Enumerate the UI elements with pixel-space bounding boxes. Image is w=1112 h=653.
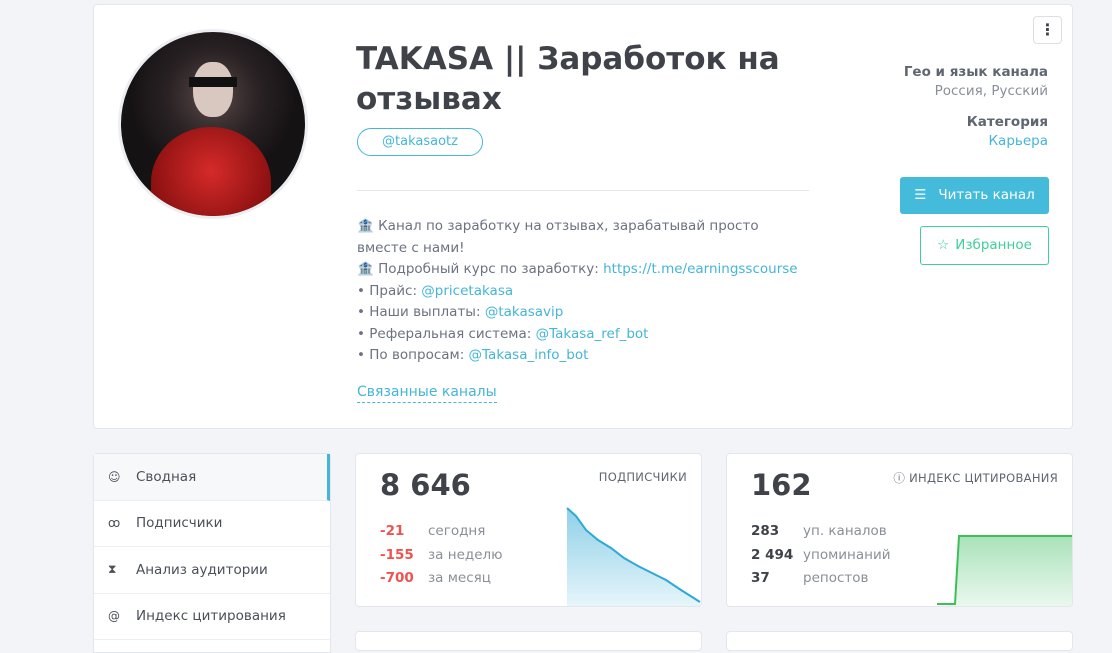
subscribers-label: ПОДПИСЧИКИ [598, 470, 687, 484]
desc-line-2: • Прайс: @pricetakasa [357, 282, 514, 299]
channel-title: TAKASA || Заработок на отзывах [356, 41, 780, 117]
sidebar-item-label: Подписчики [136, 515, 223, 532]
more-menu-button[interactable]: ⋮ [1033, 16, 1062, 44]
favorite-button[interactable]: ☆ Избранное [920, 226, 1049, 265]
favorite-label: Избранное [955, 237, 1032, 253]
info-icon: ⓘ [893, 471, 910, 485]
citation-index-value: 162 [751, 468, 812, 502]
price-link[interactable]: @pricetakasa [421, 282, 514, 299]
channel-description: 🏦 Канал по заработку на отзывах, зарабат… [357, 216, 807, 367]
geo-label: Гео и язык канала [903, 64, 1048, 80]
hourglass-icon: ⧗ [108, 562, 117, 577]
ref-bot-link[interactable]: @Takasa_ref_bot [535, 325, 649, 342]
sidebar-item-summary[interactable]: ☺ Сводная [94, 454, 330, 501]
sidebar-item-audience[interactable]: ⧗ Анализ аудитории [94, 547, 330, 594]
channel-avatar [118, 29, 308, 219]
subscribers-card[interactable]: 8 646 ПОДПИСЧИКИ -21 сегодня -155 за недел… [355, 453, 702, 607]
geo-value: Россия, Русский [934, 83, 1048, 99]
course-link[interactable]: https://t.me/earningsscourse [603, 261, 798, 277]
citation-label: ⓘ ИНДЕКС ЦИТИРОВАНИЯ [893, 471, 1058, 485]
card-below-1 [355, 631, 702, 651]
at-icon: @ [108, 609, 120, 624]
sidebar-item-label: Сводная [136, 468, 197, 485]
desc-line-4: • Реферальная система: @Takasa_ref_bot [357, 325, 649, 342]
sidebar-item-citation[interactable]: @ Индекс цитирования [94, 594, 330, 640]
category-label: Категория [966, 114, 1048, 130]
stat-row: 283 уп. каналов [751, 523, 887, 539]
category-link[interactable]: Карьера [988, 133, 1048, 149]
sidebar-nav: ☺ Сводная ꝏ Подписчики ⧗ Анализ аудитории @… [93, 453, 331, 653]
subscribers-changes: -21 сегодня -155 за неделю -700 за месяц [380, 520, 503, 591]
change-row: -700 за месяц [380, 570, 491, 586]
users-icon: ꝏ [108, 516, 121, 531]
sidebar-item-label: Индекс цитирования [136, 608, 286, 625]
citation-sparkline [937, 535, 1072, 606]
change-row: -155 за неделю [380, 546, 503, 563]
read-channel-button[interactable]: ☰ Читать канал [900, 177, 1049, 214]
desc-line-1: 🏦 Подробный курс по заработку: https://t… [357, 261, 798, 277]
change-row: -21 сегодня [380, 523, 486, 539]
star-icon: ☆ [937, 237, 950, 253]
more-vertical-icon: ⋮ [1039, 20, 1056, 39]
subscribers-count: 8 646 [380, 468, 471, 502]
related-channels-link[interactable]: Связанные каналы [357, 383, 497, 403]
category-block: Категория Карьера [967, 114, 1048, 149]
channel-handle[interactable]: @takasaotz [357, 128, 483, 156]
citation-card[interactable]: 162 ⓘ ИНДЕКС ЦИТИРОВАНИЯ 283 уп. каналов … [726, 453, 1073, 607]
desc-line-5: • По вопросам: @Takasa_info_bot [357, 347, 589, 363]
card-below-2 [726, 631, 1073, 651]
info-bot-link[interactable]: @Takasa_info_bot [468, 347, 589, 363]
stat-row: 37 репостов [751, 570, 869, 586]
sidebar-item-label: Анализ аудитории [136, 561, 268, 578]
list-icon: ☰ [914, 187, 927, 203]
payouts-link[interactable]: @takasavip [484, 304, 564, 320]
subscribers-sparkline [566, 507, 701, 606]
stat-row: 2 494 упоминаний [751, 546, 891, 563]
read-channel-label: Читать канал [938, 187, 1035, 203]
desc-line-3: • Наши выплаты: @takasavip [357, 304, 564, 320]
dashboard-icon: ☺ [108, 469, 121, 484]
sidebar-item-subscribers[interactable]: ꝏ Подписчики [94, 501, 330, 547]
divider [357, 190, 809, 191]
channel-header-card: TAKASA || Заработок на отзывах @takasaot… [93, 4, 1073, 429]
desc-line-0: 🏦 Канал по заработку на отзывах, зарабат… [357, 218, 759, 256]
geo-block: Гео и язык канала Россия, Русский [904, 64, 1048, 99]
citation-stats: 283 уп. каналов 2 494 упоминаний 37 репосто… [751, 520, 891, 591]
